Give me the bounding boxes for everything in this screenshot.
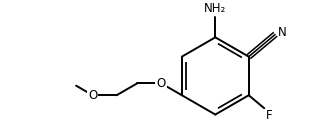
Text: O: O	[156, 77, 166, 90]
Text: O: O	[88, 89, 97, 102]
Text: F: F	[266, 109, 273, 122]
Text: NH₂: NH₂	[204, 2, 226, 15]
Text: N: N	[278, 26, 287, 39]
